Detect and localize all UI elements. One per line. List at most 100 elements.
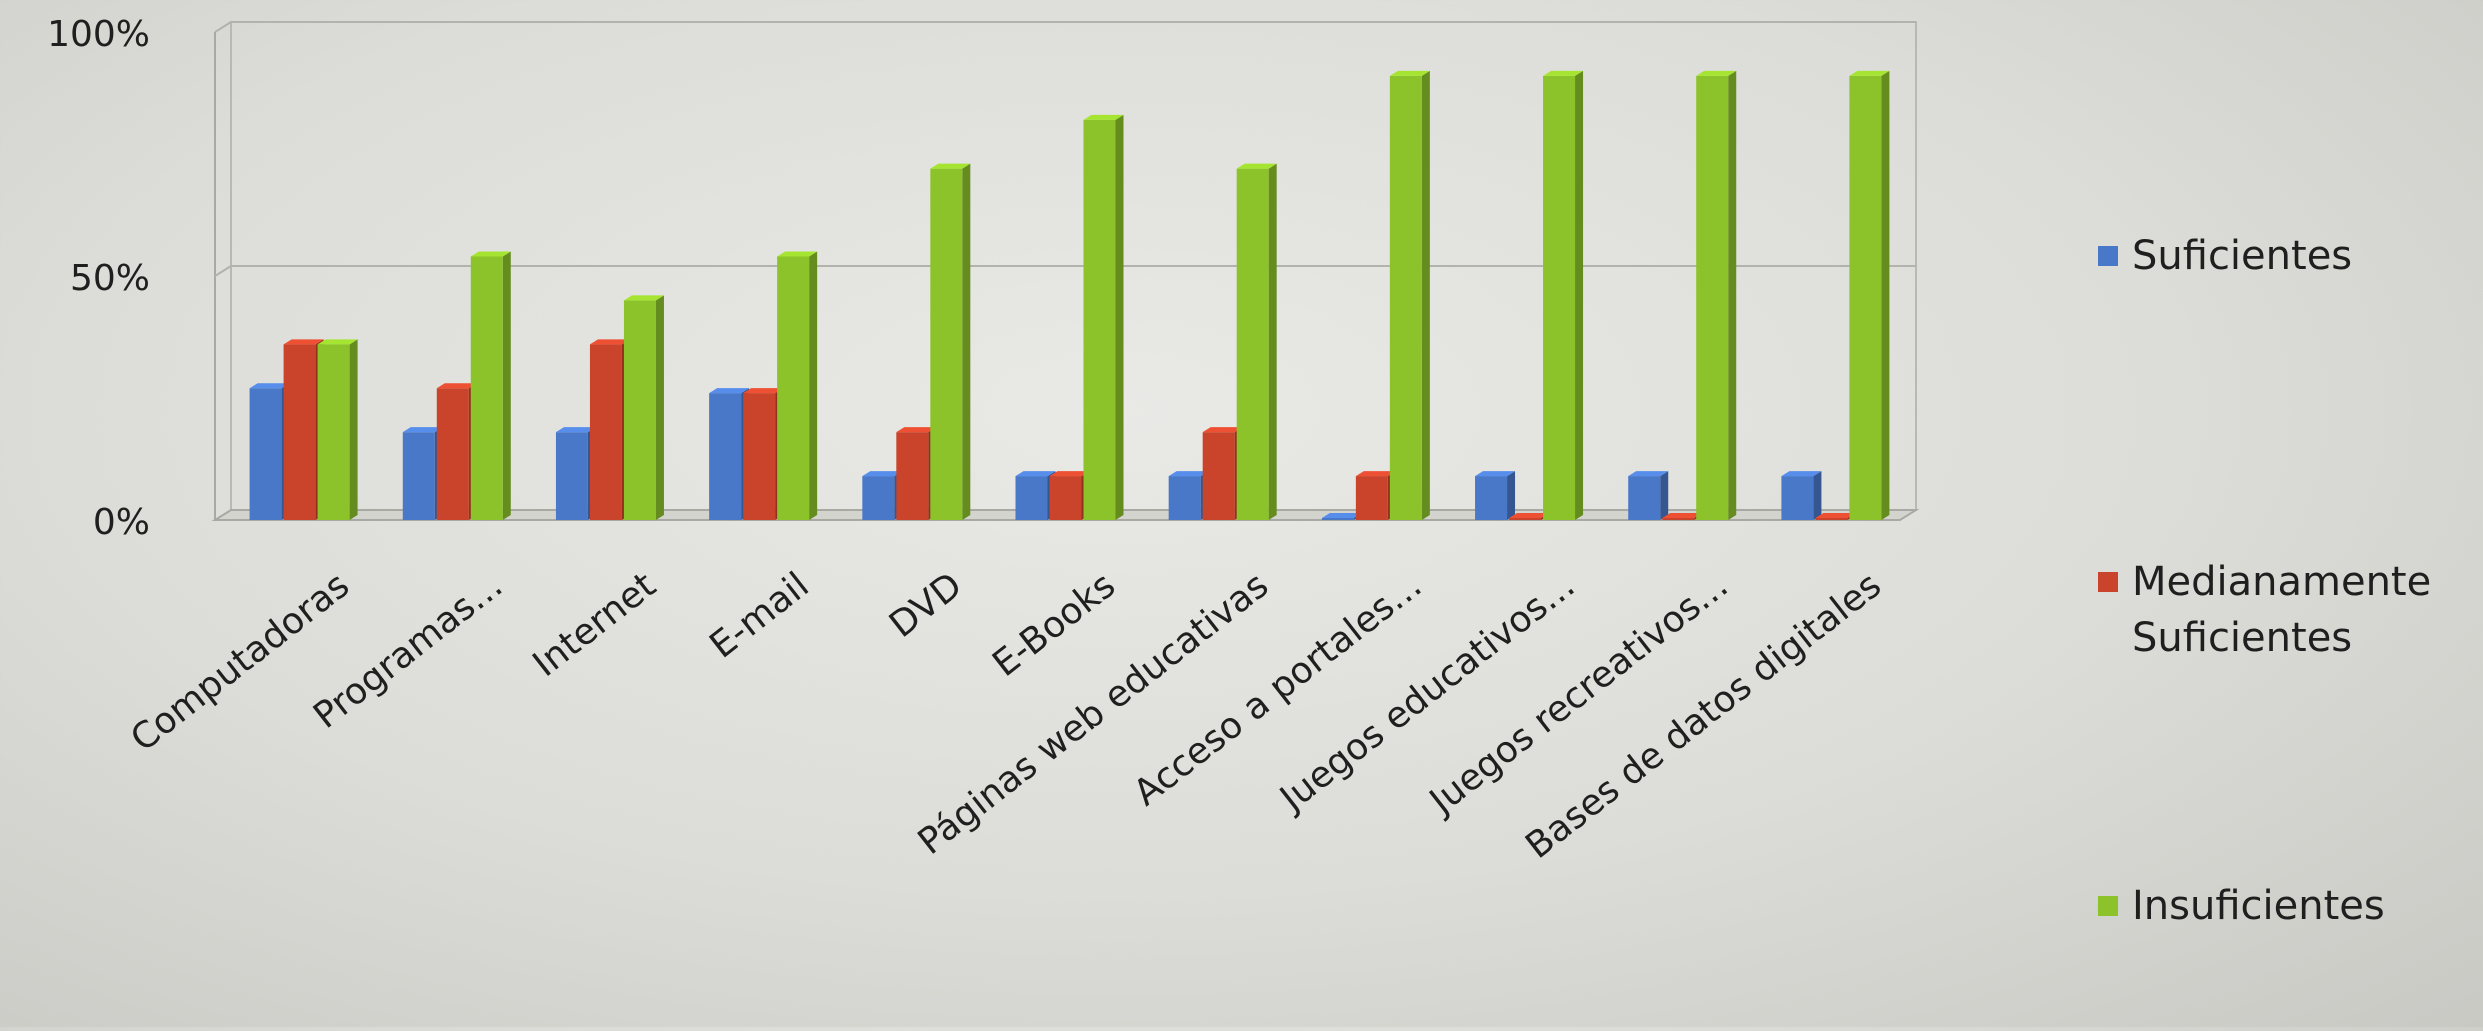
bar-front: [1083, 119, 1116, 520]
gridline: [214, 265, 1916, 277]
bar-top: [1509, 513, 1550, 518]
legend-swatch-medianamente-suficientes: [2098, 572, 2118, 592]
bar: [777, 251, 818, 521]
bar-front: [862, 476, 895, 520]
bar-front: [1049, 476, 1082, 520]
bar-top: [1662, 513, 1703, 518]
bar-top: [555, 427, 596, 433]
bar-top: [1543, 70, 1584, 76]
bar: [317, 339, 358, 520]
bar-top: [930, 163, 971, 169]
bar-front: [1815, 518, 1848, 520]
legend-item-medianamente-suficientes: Medianamente Suficientes: [2098, 554, 2432, 666]
bar-side: [962, 163, 971, 520]
bar-side: [1575, 70, 1584, 521]
bar-side: [655, 295, 664, 520]
legend-swatch-suficientes: [2098, 246, 2118, 266]
bar-front: [1662, 518, 1695, 520]
bar-front: [249, 388, 282, 520]
bar: [1475, 471, 1516, 520]
bar: [1236, 163, 1277, 520]
bar: [1389, 70, 1430, 521]
bar-front: [709, 393, 742, 520]
bar-top: [1015, 471, 1056, 477]
bar-side: [1728, 70, 1737, 521]
bar: [1781, 471, 1822, 520]
bar-top: [249, 383, 290, 389]
bar-front: [402, 432, 435, 520]
bar-front: [1781, 476, 1814, 520]
bar: [930, 163, 971, 520]
bar-top: [1355, 471, 1396, 477]
bar-side: [1268, 163, 1277, 520]
bar-front: [470, 256, 503, 520]
bar-top: [1849, 70, 1890, 76]
bar-front: [555, 432, 588, 520]
y-tick-label: 50%: [70, 258, 150, 299]
bar-side: [1660, 471, 1669, 520]
bar-top: [1202, 427, 1243, 433]
bar-front: [1509, 518, 1542, 520]
bar-front: [1475, 476, 1508, 520]
bar-front: [283, 344, 316, 520]
x-tick-label: Acceso a portales...: [1126, 565, 1429, 814]
y-tick-label: 0%: [93, 502, 150, 543]
bar-front: [1628, 476, 1661, 520]
bar-top: [862, 471, 903, 477]
gridline: [214, 21, 1916, 33]
legend: Suficientes Medianamente Suficientes Ins…: [2098, 0, 2478, 1027]
y-tick-label: 100%: [47, 14, 150, 55]
bar: [1628, 471, 1669, 520]
legend-label-insuficientes: Insuficientes: [2132, 883, 2385, 929]
bar-front: [1543, 75, 1576, 521]
bar-side: [502, 251, 511, 521]
bar-front: [1321, 518, 1354, 520]
bar-top: [1236, 163, 1277, 169]
bar: [623, 295, 664, 520]
bar-top: [470, 251, 511, 257]
bar-top: [436, 383, 477, 389]
bar-top: [1321, 513, 1362, 518]
bar-top: [743, 388, 784, 394]
bar-top: [1049, 471, 1090, 477]
bar-top: [896, 427, 937, 433]
bar-top: [1083, 114, 1124, 120]
bar-front: [1236, 168, 1269, 520]
bar-front: [1202, 432, 1235, 520]
bar-front: [1389, 75, 1422, 521]
bar-front: [317, 344, 350, 520]
bar-front: [623, 300, 656, 520]
bar-top: [1696, 70, 1737, 76]
bar: [1696, 70, 1737, 521]
bar: [1543, 70, 1584, 521]
bar: [1849, 70, 1890, 521]
bar-front: [930, 168, 963, 520]
legend-label-suficientes: Suficientes: [2132, 233, 2353, 279]
bar-front: [743, 393, 776, 520]
bar-side: [1881, 70, 1890, 521]
bar-top: [317, 339, 358, 345]
bar: [1083, 114, 1124, 520]
bar-front: [1015, 476, 1048, 520]
bar: [470, 251, 511, 521]
bar-side: [1507, 471, 1516, 520]
bar-front: [589, 344, 622, 520]
bar-front: [1355, 476, 1388, 520]
bar-front: [436, 388, 469, 520]
x-tick-label: Internet: [526, 565, 664, 685]
bar-top: [709, 388, 750, 394]
bar-top: [1628, 471, 1669, 477]
legend-item-insuficientes: Insuficientes: [2098, 878, 2472, 934]
x-tick-label: Computadoras: [123, 565, 357, 760]
bar-front: [1168, 476, 1201, 520]
bar-top: [777, 251, 818, 257]
bar-side: [349, 339, 358, 520]
bar-front: [1849, 75, 1882, 521]
bar-side: [1813, 471, 1822, 520]
bar-top: [1168, 471, 1209, 477]
x-tick-label: Juegos educativos...: [1271, 565, 1582, 821]
bar-top: [283, 339, 324, 345]
bar-top: [623, 295, 664, 301]
